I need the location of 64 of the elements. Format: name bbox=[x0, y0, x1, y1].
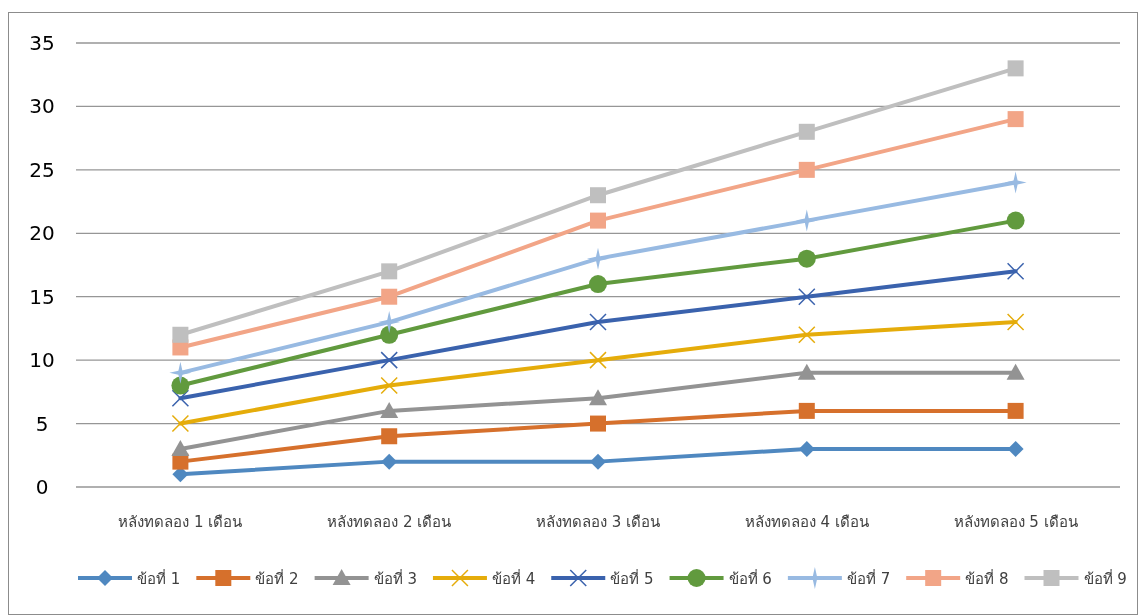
point bbox=[589, 313, 607, 331]
x-tick-label: หลังทดลอง 4 เดือน bbox=[744, 513, 869, 531]
point bbox=[381, 428, 398, 445]
point bbox=[380, 351, 398, 369]
point bbox=[1007, 60, 1024, 77]
legend-label: ข้อที่ 3 bbox=[373, 568, 417, 588]
point bbox=[590, 187, 606, 204]
point bbox=[590, 453, 606, 470]
point bbox=[169, 361, 192, 384]
point bbox=[798, 287, 816, 306]
y-tick-label: 5 bbox=[35, 411, 49, 436]
point bbox=[1007, 440, 1024, 457]
point bbox=[797, 249, 816, 268]
point bbox=[795, 209, 818, 232]
y-tick-label: 10 bbox=[29, 348, 55, 373]
point bbox=[380, 401, 399, 418]
point bbox=[381, 263, 398, 280]
point bbox=[378, 311, 401, 334]
point bbox=[1007, 402, 1024, 419]
y-tick-label: 35 bbox=[29, 31, 55, 55]
point bbox=[172, 326, 189, 343]
point bbox=[589, 351, 607, 369]
point bbox=[798, 161, 815, 178]
legend-label: ข้อที่ 4 bbox=[491, 568, 536, 588]
legend-label: ข้อที่ 8 bbox=[965, 568, 1009, 588]
point bbox=[590, 415, 606, 432]
point bbox=[798, 123, 815, 140]
point bbox=[1007, 111, 1024, 128]
legend-label: ข้อที่ 6 bbox=[728, 568, 772, 588]
y-tick-label: 20 bbox=[29, 221, 55, 246]
point bbox=[381, 288, 398, 305]
point bbox=[589, 275, 607, 294]
point bbox=[171, 414, 190, 433]
legend-label: ข้อที่ 1 bbox=[137, 568, 181, 588]
point bbox=[171, 376, 190, 395]
legend-label: ข้อที่ 7 bbox=[846, 568, 891, 588]
point bbox=[1004, 171, 1027, 194]
x-tick-label: หลังทดลอง 1 เดือน bbox=[118, 513, 243, 531]
point bbox=[1006, 313, 1025, 331]
y-tick-label: 15 bbox=[29, 284, 55, 309]
x-tick-label: หลังทดลอง 3 เดือน bbox=[535, 513, 661, 531]
point bbox=[171, 439, 190, 456]
legend-label: ข้อที่ 2 bbox=[255, 568, 299, 588]
y-tick-label: 25 bbox=[29, 157, 55, 182]
point bbox=[589, 389, 607, 406]
point bbox=[798, 326, 816, 344]
x-tick-label: หลังทดลอง 5 เดือน bbox=[953, 513, 1078, 531]
y-tick-label: 0 bbox=[35, 475, 49, 499]
x-tick-label: หลังทดลอง 2 เดือน bbox=[327, 513, 452, 531]
point bbox=[381, 453, 398, 470]
point bbox=[798, 402, 815, 419]
y-tick-label: 30 bbox=[29, 94, 55, 119]
point bbox=[171, 389, 190, 407]
point bbox=[587, 247, 609, 270]
point bbox=[797, 363, 816, 380]
point bbox=[1006, 211, 1025, 230]
point bbox=[380, 376, 398, 395]
point bbox=[1006, 262, 1025, 281]
legend-label: ข้อที่ 9 bbox=[1083, 568, 1127, 588]
point bbox=[380, 325, 399, 344]
legend-label: ข้อที่ 5 bbox=[610, 568, 654, 588]
point bbox=[590, 212, 606, 229]
point bbox=[1006, 363, 1025, 380]
point bbox=[798, 440, 815, 457]
